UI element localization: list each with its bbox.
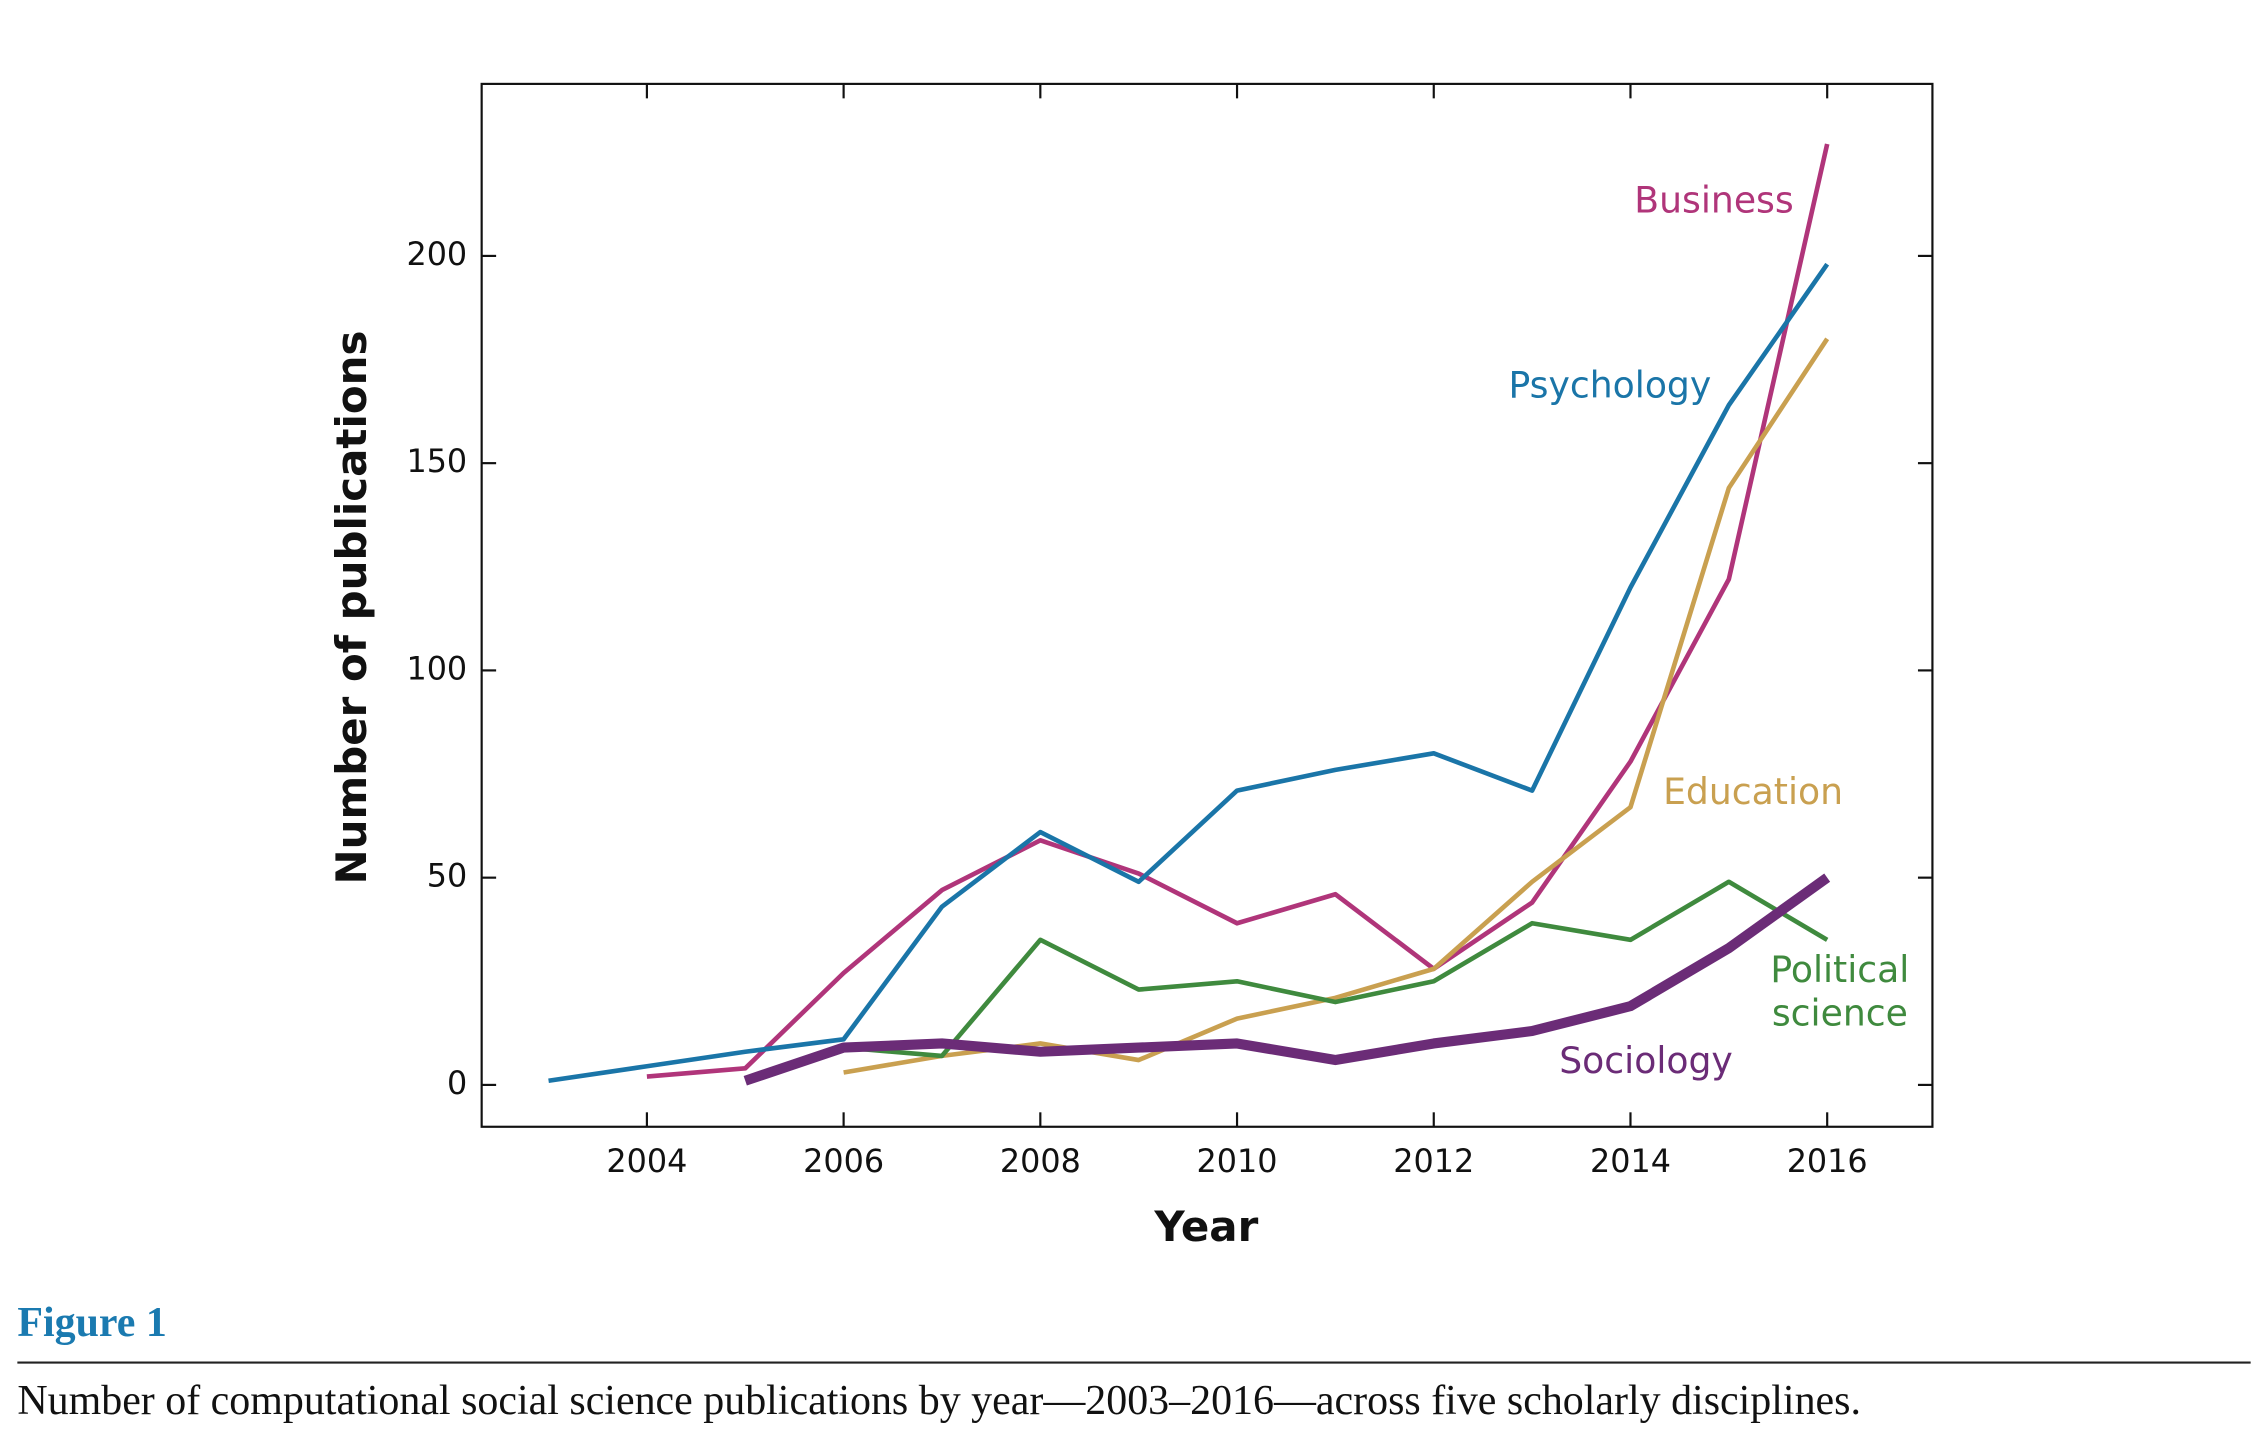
series-line	[646, 143, 1830, 1079]
caption: Number of computational social science p…	[17, 1378, 1861, 1424]
series-label: Political science	[1770, 948, 1909, 1034]
y-tick-label: 0	[447, 1064, 467, 1102]
y-tick-label: 50	[427, 857, 467, 895]
y-tick-label: 100	[406, 649, 467, 687]
x-tick-label: 2010	[1197, 1142, 1278, 1180]
x-axis-title: Year	[1153, 1202, 1258, 1251]
y-axis-title: Number of publications	[327, 331, 376, 885]
series-label: Psychology	[1508, 364, 1711, 407]
series-line	[843, 337, 1830, 1075]
series-label: Sociology	[1559, 1039, 1733, 1082]
y-tick-label: 200	[406, 235, 467, 273]
x-tick-label: 2006	[803, 1142, 884, 1180]
figure-label: Figure 1	[17, 1300, 166, 1346]
x-tick-label: 2012	[1393, 1142, 1474, 1180]
x-tick-label: 2004	[606, 1142, 687, 1180]
series-line	[843, 879, 1829, 1059]
series-line	[548, 262, 1830, 1084]
series-line	[743, 873, 1831, 1086]
series-label: Education	[1663, 770, 1843, 813]
y-tick-label: 150	[406, 442, 467, 480]
plot-frame	[480, 82, 1934, 1128]
x-tick-label: 2008	[1000, 1142, 1081, 1180]
series-label: Business	[1634, 179, 1793, 222]
x-tick-label: 2016	[1787, 1142, 1868, 1180]
x-tick-label: 2014	[1590, 1142, 1671, 1180]
